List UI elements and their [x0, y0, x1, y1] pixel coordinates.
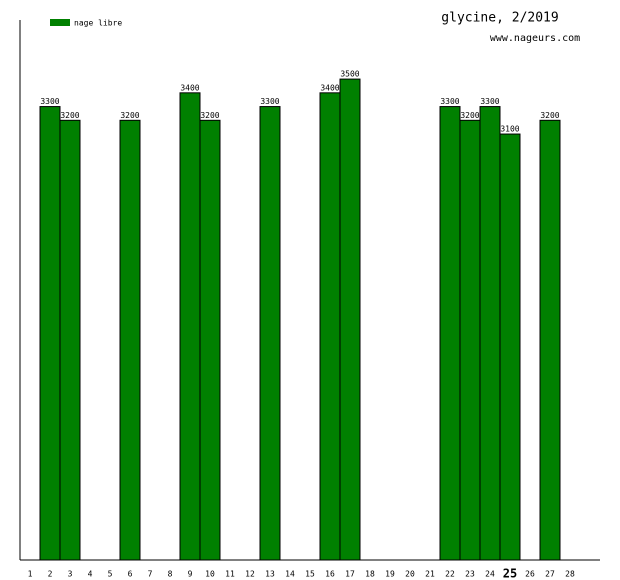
bar — [499, 133, 521, 561]
x-tick-label: 13 — [265, 570, 275, 579]
x-tick-label: 22 — [445, 570, 455, 579]
bar — [339, 78, 361, 561]
x-tick-label: 6 — [128, 570, 133, 579]
value-label: 3200 — [540, 111, 559, 120]
x-tick-label: 9 — [188, 570, 193, 579]
value-label: 3300 — [260, 97, 279, 106]
x-tick-label: 28 — [565, 570, 575, 579]
chart-subtitle: www.nageurs.com — [490, 33, 580, 44]
x-tick-label: 24 — [485, 570, 495, 579]
legend-swatch — [50, 19, 70, 26]
x-tick-label: 12 — [245, 570, 255, 579]
bar — [319, 92, 341, 561]
x-tick-label: 11 — [225, 570, 235, 579]
x-tick-label: 15 — [305, 570, 315, 579]
value-label: 3100 — [500, 125, 519, 134]
bar — [59, 119, 81, 561]
legend-label: nage libre — [74, 19, 122, 28]
x-tick-label: 1 — [28, 570, 33, 579]
bar — [479, 106, 501, 561]
x-tick-label: 18 — [365, 570, 375, 579]
x-tick-label: 25 — [503, 567, 517, 580]
x-tick-label: 4 — [88, 570, 93, 579]
value-label: 3300 — [40, 97, 59, 106]
bar — [199, 119, 221, 561]
value-label: 3200 — [460, 111, 479, 120]
value-label: 3300 — [440, 97, 459, 106]
bar — [119, 119, 141, 561]
value-label: 3200 — [60, 111, 79, 120]
value-label: 3200 — [120, 111, 139, 120]
value-label: 3400 — [180, 83, 199, 92]
x-tick-label: 8 — [168, 570, 173, 579]
x-tick-label: 2 — [48, 570, 53, 579]
x-tick-label: 17 — [345, 570, 355, 579]
value-label: 3300 — [480, 97, 499, 106]
x-tick-label: 27 — [545, 570, 555, 579]
x-tick-label: 16 — [325, 570, 335, 579]
bar — [179, 92, 201, 561]
bar — [459, 119, 481, 561]
value-label: 3200 — [200, 111, 219, 120]
x-tick-label: 3 — [68, 570, 73, 579]
bar — [439, 106, 461, 561]
x-tick-label: 14 — [285, 570, 295, 579]
x-tick-label: 20 — [405, 570, 415, 579]
value-label: 3400 — [320, 83, 339, 92]
x-tick-label: 5 — [108, 570, 113, 579]
x-tick-label: 10 — [205, 570, 215, 579]
bar — [39, 106, 61, 561]
x-tick-label: 19 — [385, 570, 395, 579]
x-tick-label: 26 — [525, 570, 535, 579]
bar — [259, 106, 281, 561]
bar — [539, 119, 561, 561]
x-tick-label: 23 — [465, 570, 475, 579]
x-tick-label: 7 — [148, 570, 153, 579]
chart-title: glycine, 2/2019 — [441, 11, 558, 26]
value-label: 3500 — [340, 70, 359, 79]
x-tick-label: 21 — [425, 570, 435, 579]
